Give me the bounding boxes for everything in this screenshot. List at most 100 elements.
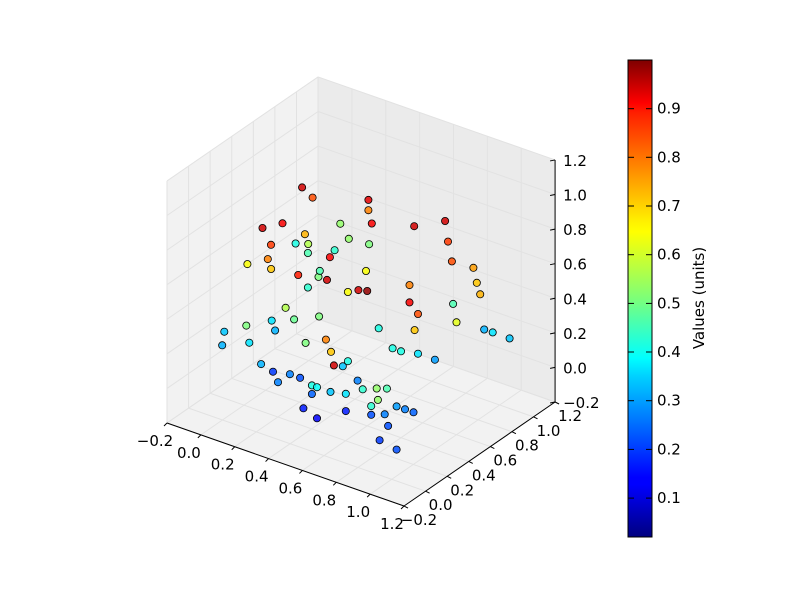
data-point [294,270,303,279]
axis-lines [166,159,556,507]
data-point [267,316,276,325]
data-point [278,219,287,228]
data-point [303,248,312,257]
x-tick-label: 0.8 [312,491,336,509]
grid-line [231,377,469,462]
x-tick [163,422,168,427]
colorbar-tick-label: 0.8 [657,148,681,166]
y-tick [490,446,495,450]
y-tick [511,431,517,435]
data-point [273,378,282,387]
colorbar-label: Values (units) [690,247,708,349]
z-tick [549,332,556,335]
grid-line [296,333,534,418]
data-point [372,384,381,393]
data-point [336,219,345,228]
colorbar-tick-label: 0.5 [657,294,681,312]
colorbar-gradient [627,59,653,538]
z-tick-label: 1.0 [563,187,587,205]
data-point [409,408,418,417]
data-point [325,253,334,262]
data-point [353,376,362,385]
y-tick [403,505,409,509]
data-point [301,338,310,347]
grid-line [166,214,319,320]
x-tick [231,446,236,451]
y-tick [446,475,452,479]
data-point [384,421,393,430]
data-point [364,195,373,204]
data-point [268,367,277,376]
back-pane [318,76,556,403]
grid-line [166,249,319,355]
x-tick [366,493,371,498]
x-tick-label: 1.0 [346,503,370,521]
grid-line [302,366,454,471]
data-point [410,326,419,335]
y-tick-label: 1.2 [558,407,582,425]
x-tick-label: −0.2 [137,432,173,450]
colorbar-tick-label: 0.9 [657,100,681,118]
colorbar-tick-label: 0.3 [657,392,681,410]
y-tick [533,416,538,420]
data-point [382,384,391,393]
grid-line [166,318,319,424]
axis-ticks: −0.20.00.20.40.60.81.01.2−0.20.00.20.40.… [137,152,600,533]
data-point [410,222,419,231]
data-point [392,402,401,411]
x-axis-line [166,422,405,507]
data-point [488,328,497,337]
data-point [449,299,458,308]
data-point [367,410,376,419]
x-tick-label: 0.4 [245,468,269,486]
data-point [396,347,405,356]
data-point [413,309,422,318]
grid-line [268,354,420,459]
data-point [326,347,335,356]
y-tick-label: 0.2 [450,481,474,499]
grid-line [166,76,319,182]
data-point [341,407,350,416]
grid-line [166,145,319,251]
y-tick-label: 0.4 [472,466,496,484]
z-tick-label: 0.8 [563,221,587,239]
data-point [505,334,514,343]
left-pane [167,76,319,424]
data-point [480,325,489,334]
data-point [476,290,485,299]
data-point [365,240,374,249]
data-point [413,349,422,358]
colorbar-tick-label: 0.2 [657,440,681,458]
data-point [245,338,254,347]
data-point [300,230,309,239]
data-point [290,315,299,324]
data-point [307,389,316,398]
data-point [363,286,372,295]
x-tick-label: 0.2 [211,456,235,474]
data-point [469,263,478,272]
z-tick-label: 0.6 [563,256,587,274]
data-point [388,344,397,353]
data-points [218,183,514,454]
grid-line [317,180,556,265]
z-tick [549,401,556,404]
grid-line [317,249,556,334]
data-point [441,216,450,225]
y-tick-label: 0.6 [493,452,517,470]
data-point [375,436,384,445]
data-point [299,404,308,413]
data-point [291,239,300,248]
x-tick-label: 0.0 [177,444,201,462]
data-point [326,387,335,396]
x-tick [299,470,303,474]
grid-line [317,111,556,195]
data-point [258,223,267,232]
grid-line [166,180,319,286]
grid-line [317,76,556,161]
y-tick-label: 1.0 [537,422,561,440]
data-point [304,239,313,248]
data-point [374,324,383,333]
data-point [341,389,350,398]
data-point [218,341,227,350]
